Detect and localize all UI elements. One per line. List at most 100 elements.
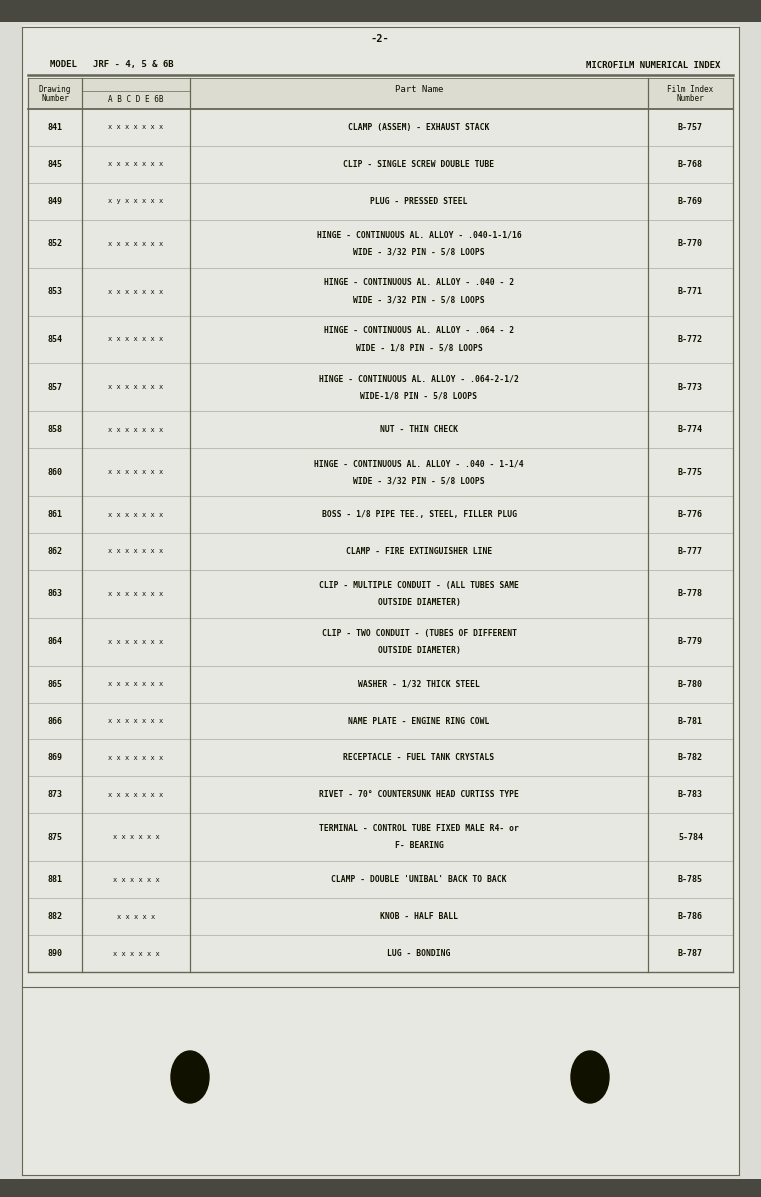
Text: 875: 875 bbox=[47, 833, 62, 841]
Text: MODEL   JRF - 4, 5 & 6B: MODEL JRF - 4, 5 & 6B bbox=[50, 61, 174, 69]
Text: CLIP - MULTIPLE CONDUIT - (ALL TUBES SAME: CLIP - MULTIPLE CONDUIT - (ALL TUBES SAM… bbox=[319, 581, 519, 590]
Text: CLAMP - FIRE EXTINGUISHER LINE: CLAMP - FIRE EXTINGUISHER LINE bbox=[346, 547, 492, 555]
Text: RIVET - 70° COUNTERSUNK HEAD CURTISS TYPE: RIVET - 70° COUNTERSUNK HEAD CURTISS TYP… bbox=[319, 790, 519, 800]
Text: WIDE - 3/32 PIN - 5/8 LOOPS: WIDE - 3/32 PIN - 5/8 LOOPS bbox=[353, 476, 485, 485]
Text: B-782: B-782 bbox=[678, 753, 703, 762]
Text: RECEPTACLE - FUEL TANK CRYSTALS: RECEPTACLE - FUEL TANK CRYSTALS bbox=[343, 753, 495, 762]
Text: TERMINAL - CONTROL TUBE FIXED MALE R4- or: TERMINAL - CONTROL TUBE FIXED MALE R4- o… bbox=[319, 825, 519, 833]
Text: CLIP - SINGLE SCREW DOUBLE TUBE: CLIP - SINGLE SCREW DOUBLE TUBE bbox=[343, 160, 495, 169]
Text: B-774: B-774 bbox=[678, 425, 703, 435]
Text: 852: 852 bbox=[47, 239, 62, 248]
Text: BOSS - 1/8 PIPE TEE., STEEL, FILLER PLUG: BOSS - 1/8 PIPE TEE., STEEL, FILLER PLUG bbox=[321, 510, 517, 519]
Text: A B C D E 6B: A B C D E 6B bbox=[108, 96, 164, 104]
Text: B-785: B-785 bbox=[678, 875, 703, 885]
Text: Drawing: Drawing bbox=[39, 85, 72, 95]
Text: B-786: B-786 bbox=[678, 912, 703, 922]
Text: Number: Number bbox=[41, 95, 69, 103]
Text: NUT - THIN CHECK: NUT - THIN CHECK bbox=[380, 425, 458, 435]
Text: PLUG - PRESSED STEEL: PLUG - PRESSED STEEL bbox=[371, 196, 468, 206]
Text: -2-: -2- bbox=[371, 34, 390, 44]
Text: WIDE - 1/8 PIN - 5/8 LOOPS: WIDE - 1/8 PIN - 5/8 LOOPS bbox=[355, 344, 482, 353]
Text: 890: 890 bbox=[47, 949, 62, 958]
Text: F- BEARING: F- BEARING bbox=[395, 841, 444, 850]
Text: OUTSIDE DIAMETER): OUTSIDE DIAMETER) bbox=[377, 646, 460, 655]
Text: 865: 865 bbox=[47, 680, 62, 688]
Text: x x x x x x x: x x x x x x x bbox=[108, 336, 164, 342]
Text: x x x x x x x: x x x x x x x bbox=[108, 241, 164, 247]
Text: B-773: B-773 bbox=[678, 383, 703, 391]
Text: 873: 873 bbox=[47, 790, 62, 800]
Text: 881: 881 bbox=[47, 875, 62, 885]
Text: 841: 841 bbox=[47, 123, 62, 132]
Text: 858: 858 bbox=[47, 425, 62, 435]
Text: x x x x x x x: x x x x x x x bbox=[108, 426, 164, 433]
Text: 864: 864 bbox=[47, 637, 62, 646]
Text: 5-784: 5-784 bbox=[678, 833, 703, 841]
Text: 854: 854 bbox=[47, 335, 62, 344]
Text: x x x x x x x: x x x x x x x bbox=[108, 124, 164, 130]
Text: 861: 861 bbox=[47, 510, 62, 519]
Text: x x x x x x x: x x x x x x x bbox=[108, 162, 164, 168]
Text: x x x x x x x: x x x x x x x bbox=[108, 681, 164, 687]
Text: B-768: B-768 bbox=[678, 160, 703, 169]
Text: NAME PLATE - ENGINE RING COWL: NAME PLATE - ENGINE RING COWL bbox=[349, 717, 489, 725]
Text: x x x x x: x x x x x bbox=[117, 913, 155, 919]
Text: CLAMP (ASSEM) - EXHAUST STACK: CLAMP (ASSEM) - EXHAUST STACK bbox=[349, 123, 489, 132]
Text: LUG - BONDING: LUG - BONDING bbox=[387, 949, 451, 958]
Text: x x x x x x x: x x x x x x x bbox=[108, 548, 164, 554]
Text: Part Name: Part Name bbox=[395, 85, 443, 95]
Text: x x x x x x: x x x x x x bbox=[113, 876, 159, 882]
Text: MICROFILM NUMERICAL INDEX: MICROFILM NUMERICAL INDEX bbox=[586, 61, 720, 69]
Text: HINGE - CONTINUOUS AL. ALLOY - .064-2-1/2: HINGE - CONTINUOUS AL. ALLOY - .064-2-1/… bbox=[319, 375, 519, 383]
Text: HINGE - CONTINUOUS AL. ALLOY - .064 - 2: HINGE - CONTINUOUS AL. ALLOY - .064 - 2 bbox=[324, 327, 514, 335]
FancyBboxPatch shape bbox=[0, 0, 761, 22]
Text: B-775: B-775 bbox=[678, 468, 703, 476]
Text: Film Index: Film Index bbox=[667, 85, 714, 95]
Text: 860: 860 bbox=[47, 468, 62, 476]
Text: B-780: B-780 bbox=[678, 680, 703, 688]
Text: KNOB - HALF BALL: KNOB - HALF BALL bbox=[380, 912, 458, 922]
Text: x x x x x x x: x x x x x x x bbox=[108, 384, 164, 390]
FancyBboxPatch shape bbox=[22, 25, 739, 1175]
Text: WASHER - 1/32 THICK STEEL: WASHER - 1/32 THICK STEEL bbox=[358, 680, 480, 688]
Ellipse shape bbox=[571, 1051, 609, 1102]
Ellipse shape bbox=[171, 1051, 209, 1102]
Text: x x x x x x x: x x x x x x x bbox=[108, 591, 164, 597]
Text: x x x x x x x: x x x x x x x bbox=[108, 469, 164, 475]
Text: B-776: B-776 bbox=[678, 510, 703, 519]
Text: x x x x x x x: x x x x x x x bbox=[108, 288, 164, 294]
Text: WIDE-1/8 PIN - 5/8 LOOPS: WIDE-1/8 PIN - 5/8 LOOPS bbox=[361, 391, 477, 401]
Text: B-783: B-783 bbox=[678, 790, 703, 800]
Text: 845: 845 bbox=[47, 160, 62, 169]
Text: x x x x x x: x x x x x x bbox=[113, 834, 159, 840]
Text: B-777: B-777 bbox=[678, 547, 703, 555]
Text: 866: 866 bbox=[47, 717, 62, 725]
Text: x x x x x x x: x x x x x x x bbox=[108, 639, 164, 645]
Text: WIDE - 3/32 PIN - 5/8 LOOPS: WIDE - 3/32 PIN - 5/8 LOOPS bbox=[353, 248, 485, 257]
FancyBboxPatch shape bbox=[0, 22, 761, 1179]
Text: B-771: B-771 bbox=[678, 287, 703, 296]
Text: Number: Number bbox=[677, 95, 705, 103]
Text: B-779: B-779 bbox=[678, 637, 703, 646]
Text: CLIP - TWO CONDUIT - (TUBES OF DIFFERENT: CLIP - TWO CONDUIT - (TUBES OF DIFFERENT bbox=[321, 628, 517, 638]
Text: 849: 849 bbox=[47, 196, 62, 206]
Text: WIDE - 3/32 PIN - 5/8 LOOPS: WIDE - 3/32 PIN - 5/8 LOOPS bbox=[353, 296, 485, 305]
Text: HINGE - CONTINUOUS AL. ALLOY - .040-1-1/16: HINGE - CONTINUOUS AL. ALLOY - .040-1-1/… bbox=[317, 231, 521, 239]
Text: 853: 853 bbox=[47, 287, 62, 296]
FancyBboxPatch shape bbox=[0, 1179, 761, 1197]
Text: 869: 869 bbox=[47, 753, 62, 762]
Text: 882: 882 bbox=[47, 912, 62, 922]
Text: 863: 863 bbox=[47, 589, 62, 598]
Text: HINGE - CONTINUOUS AL. ALLOY - .040 - 2: HINGE - CONTINUOUS AL. ALLOY - .040 - 2 bbox=[324, 279, 514, 287]
Text: OUTSIDE DIAMETER): OUTSIDE DIAMETER) bbox=[377, 598, 460, 607]
Text: CLAMP - DOUBLE 'UNIBAL' BACK TO BACK: CLAMP - DOUBLE 'UNIBAL' BACK TO BACK bbox=[331, 875, 507, 885]
Text: B-770: B-770 bbox=[678, 239, 703, 248]
Text: B-757: B-757 bbox=[678, 123, 703, 132]
Text: B-787: B-787 bbox=[678, 949, 703, 958]
Text: 862: 862 bbox=[47, 547, 62, 555]
Text: B-769: B-769 bbox=[678, 196, 703, 206]
Text: B-781: B-781 bbox=[678, 717, 703, 725]
Text: 857: 857 bbox=[47, 383, 62, 391]
FancyBboxPatch shape bbox=[28, 78, 733, 109]
Text: x x x x x x x: x x x x x x x bbox=[108, 511, 164, 517]
